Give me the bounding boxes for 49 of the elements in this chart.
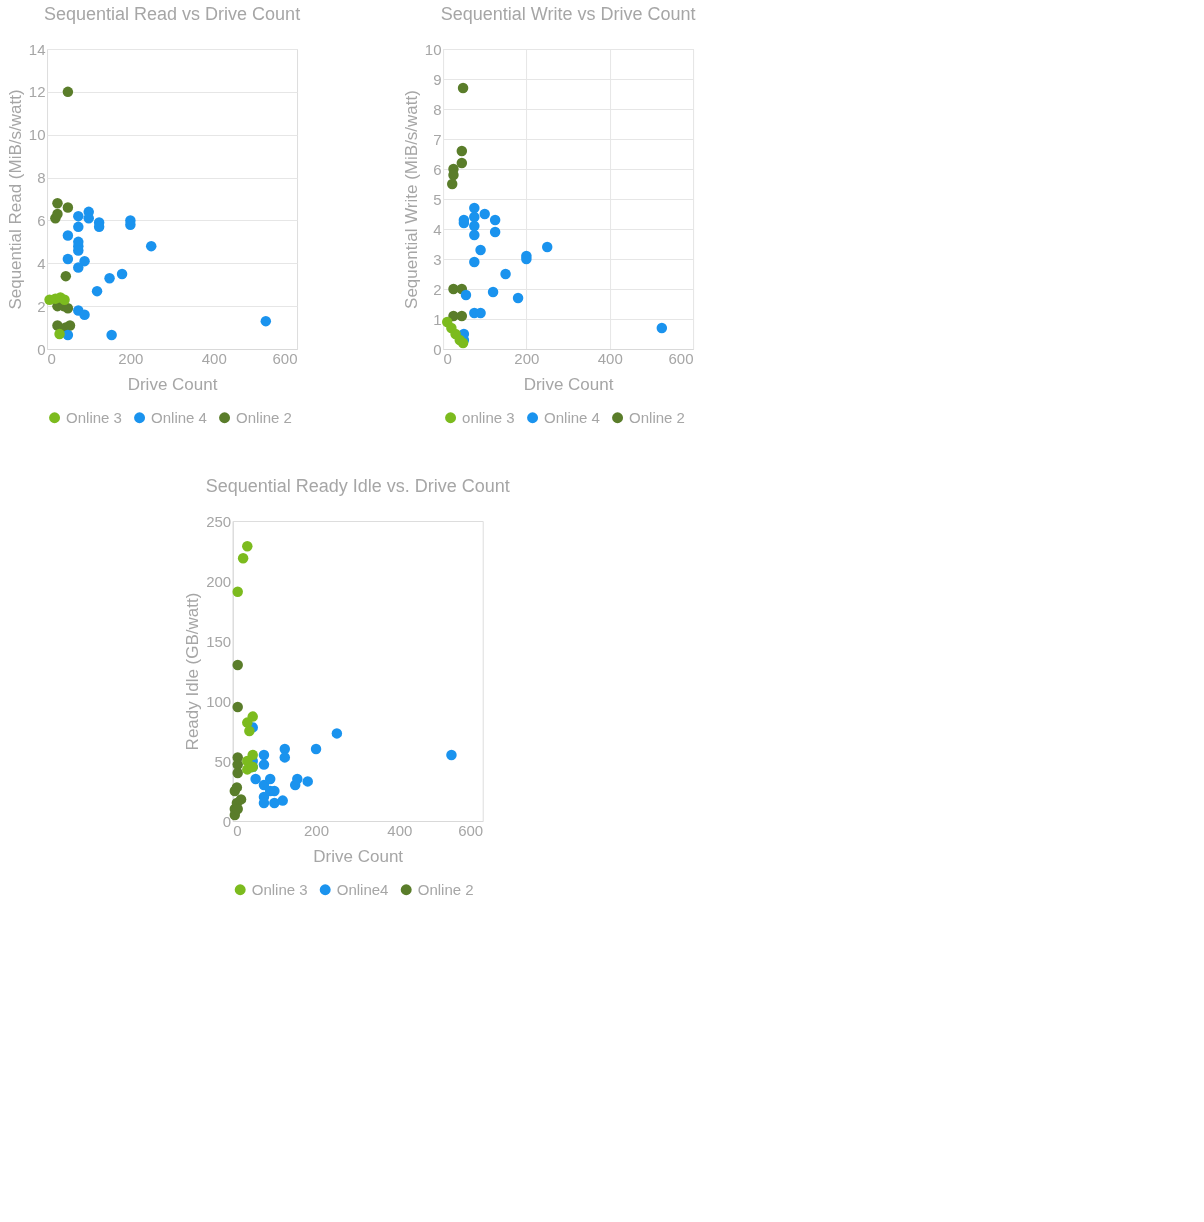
y-tick-label: 12 (28, 83, 46, 101)
y-tick-label: 2 (37, 297, 46, 315)
legend-label: Online 2 (417, 880, 474, 898)
chart-title: Sequential Write vs Drive Count (440, 4, 696, 24)
y-tick-label: 14 (28, 40, 46, 58)
y-tick-label: 100 (206, 692, 232, 710)
chart-title: Sequential Ready Idle vs. Drive Count (205, 476, 510, 496)
legend-label: online 3 (462, 408, 515, 426)
y-tick-label: 5 (433, 190, 442, 208)
y-tick-label: 8 (433, 100, 442, 118)
legend-label: Online 2 (629, 408, 685, 426)
y-tick-label: 8 (37, 169, 46, 187)
y-tick-label: 7 (433, 130, 442, 148)
chart-title: Sequential Read vs Drive Count (43, 4, 301, 24)
y-axis-title: Ready Idle (GB/watt) (183, 592, 203, 751)
y-tick-label: 9 (433, 70, 442, 88)
y-tick-label: 6 (433, 160, 442, 178)
y-tick-label: 6 (37, 211, 46, 229)
x-tick-label: 400 (387, 821, 413, 839)
legend-label: Online 3 (66, 408, 122, 426)
x-tick-label: 400 (201, 349, 227, 367)
legend-label: Online 3 (251, 880, 308, 898)
x-tick-label: 600 (668, 349, 694, 367)
legend-label: Online 2 (236, 408, 292, 426)
y-tick-label: 200 (206, 572, 232, 590)
x-tick-label: 400 (597, 349, 623, 367)
x-tick-label: 200 (514, 349, 540, 367)
y-axis-title: Sequential Write (MiB/s/watt) (401, 90, 421, 309)
x-tick-label: 200 (118, 349, 144, 367)
legend-label: Online4 (336, 880, 389, 898)
x-axis-title: Drive Count (523, 374, 614, 394)
legend-label: Online 4 (151, 408, 207, 426)
y-tick-label: 3 (433, 250, 442, 268)
y-tick-label: 250 (206, 512, 232, 530)
x-tick-label: 600 (458, 821, 484, 839)
y-axis-title: Sequential Read (MiB/s/watt) (5, 89, 25, 310)
y-tick-label: 10 (28, 126, 46, 144)
y-tick-label: 50 (214, 752, 232, 770)
y-tick-label: 1 (433, 310, 442, 328)
x-axis-title: Drive Count (127, 374, 218, 394)
y-tick-label: 150 (206, 632, 232, 650)
y-tick-label: 4 (433, 220, 442, 238)
legend-label: Online 4 (544, 408, 600, 426)
y-tick-label: 10 (424, 40, 442, 58)
y-tick-label: 4 (37, 254, 46, 272)
x-axis-title: Drive Count (313, 846, 404, 866)
y-tick-label: 2 (433, 280, 442, 298)
x-tick-label: 200 (304, 821, 330, 839)
x-tick-label: 600 (272, 349, 298, 367)
